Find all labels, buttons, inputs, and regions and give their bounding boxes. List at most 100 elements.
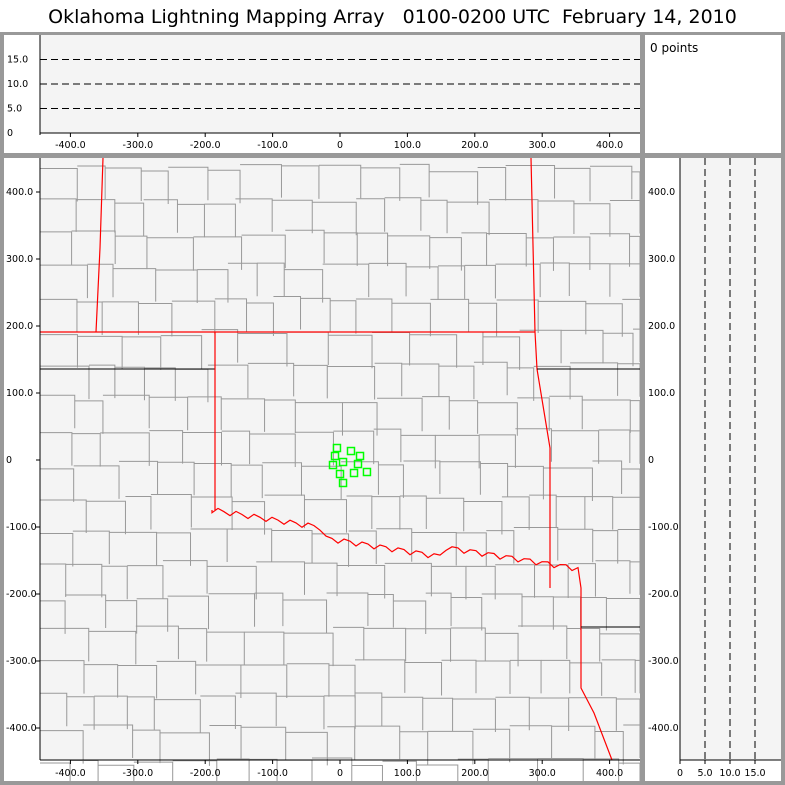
county-boundary: [568, 697, 617, 731]
county-boundary: [333, 626, 365, 661]
county-boundary: [304, 499, 347, 533]
county-boundary: [438, 265, 466, 299]
county-boundary: [561, 329, 604, 364]
x-tick-label: -300.0: [122, 140, 153, 151]
county-boundary: [40, 563, 67, 597]
county-boundary: [276, 695, 325, 730]
county-boundary: [247, 362, 295, 397]
chart-title: Oklahoma Lightning Mapping Array 0100-02…: [0, 0, 785, 32]
county-boundary: [105, 600, 138, 634]
county-boundary: [285, 731, 328, 766]
county-boundary: [573, 203, 611, 237]
county-boundary: [88, 630, 137, 665]
y-tick-label: -300.0: [6, 656, 37, 667]
y-tick-label: -200.0: [648, 589, 679, 600]
county-boundary: [534, 564, 569, 599]
county-boundary: [585, 303, 623, 337]
y-tick-label: 100.0: [648, 388, 675, 399]
county-boundary: [327, 726, 356, 760]
county-boundary: [538, 300, 587, 335]
x-tick-label: 0: [337, 140, 343, 151]
county-boundary: [40, 533, 74, 567]
county-boundary: [127, 696, 155, 730]
county-boundary: [221, 430, 251, 465]
county-boundary: [356, 198, 386, 232]
county-boundary: [551, 725, 596, 760]
county-boundary: [481, 593, 523, 627]
county-boundary: [368, 262, 407, 297]
county-boundary: [122, 336, 162, 370]
county-boundary: [283, 632, 334, 667]
county-boundary: [141, 170, 169, 205]
county-boundary: [40, 627, 90, 662]
county-boundary: [312, 757, 353, 785]
county-boundary: [162, 560, 208, 594]
x-tick-label: 300.0: [529, 140, 556, 151]
county-boundary: [40, 198, 77, 232]
county-boundary: [513, 527, 559, 561]
county-boundary: [554, 167, 591, 202]
y-tick-label: 0: [7, 128, 13, 139]
county-boundary: [384, 562, 432, 597]
county-boundary: [346, 495, 373, 529]
county-boundary: [98, 764, 135, 785]
plan-view-map[interactable]: -400.0 -300.0 -200.0 -100.0 0 100.0 200.0 300.0…: [4, 157, 641, 785]
y-tick-label: 100.0: [6, 388, 33, 399]
county-boundary: [216, 758, 250, 785]
county-boundary: [399, 163, 430, 198]
county-boundary: [401, 363, 440, 398]
altitude-ns-panel: 0 5.0 10.0 15.0 400.0 300.0 200.0 100.0 0 -100.0 -…: [645, 158, 781, 781]
county-boundary: [507, 367, 535, 401]
county-boundary: [40, 334, 78, 368]
county-boundary: [264, 494, 305, 529]
county-boundary: [580, 597, 607, 631]
county-boundary: [416, 764, 459, 785]
county-boundary: [83, 724, 134, 759]
county-boundary: [40, 167, 78, 202]
county-boundary: [208, 593, 256, 627]
county-boundary: [473, 361, 508, 396]
county-boundary: [146, 237, 194, 271]
y-tick-label: 300.0: [6, 254, 33, 265]
county-boundary: [168, 166, 209, 201]
county-boundary: [72, 530, 110, 565]
county-boundary: [235, 692, 277, 727]
county-boundary: [102, 301, 139, 335]
y-tick-label: 10.0: [7, 79, 28, 90]
county-boundary: [409, 334, 458, 368]
x-tick-label: -400.0: [55, 768, 86, 779]
county-boundary: [256, 561, 305, 595]
county-boundary: [231, 464, 263, 499]
county-boundary: [304, 562, 338, 597]
county-boundary: [295, 402, 343, 436]
lightning-source-marker: [362, 467, 372, 477]
x-tick-label: 0: [337, 768, 343, 779]
county-boundary: [376, 528, 413, 562]
county-boundary: [40, 600, 66, 634]
x-tick-label: 5.0: [697, 768, 712, 779]
county-boundary: [207, 565, 257, 600]
county-boundary: [373, 428, 402, 463]
county-boundary: [584, 496, 614, 530]
county-boundary: [101, 565, 128, 600]
county-boundary: [479, 434, 516, 468]
county-boundary: [449, 400, 479, 434]
county-boundary: [40, 264, 88, 299]
altitude-plot: 0 5.0 10.0 15.0 -400.0 -300.0 -200.0 -100.0 0 100…: [7, 35, 640, 151]
x-tick-label: -300.0: [122, 768, 153, 779]
county-boundary: [429, 171, 479, 205]
county-boundary: [341, 461, 379, 495]
county-boundary: [568, 563, 596, 597]
county-boundary: [515, 428, 552, 462]
county-boundary: [286, 663, 330, 697]
county-boundary: [214, 298, 248, 332]
x-tick-label: 400.0: [596, 140, 623, 151]
county-boundary: [206, 631, 245, 666]
county-boundary: [327, 366, 376, 400]
county-boundary: [281, 165, 320, 199]
altitude-ns-plot: 0 5.0 10.0 15.0 400.0 300.0 200.0 100.0 0 -100.0 -…: [648, 158, 781, 779]
y-tick-label: 0: [648, 455, 654, 466]
county-boundary: [115, 235, 148, 270]
y-tick-label: -100.0: [648, 522, 679, 533]
county-boundary: [284, 269, 324, 303]
